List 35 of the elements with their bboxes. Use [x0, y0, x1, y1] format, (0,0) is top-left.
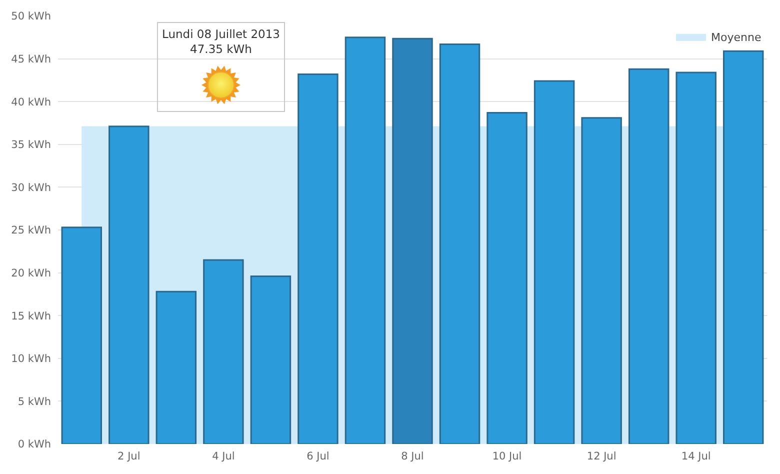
annotation: Lundi 08 Juillet 2013 47.35 kWh [162, 27, 280, 56]
bar [486, 112, 528, 444]
bar [628, 68, 670, 444]
bar [156, 290, 197, 444]
y-tick-label: 0 kWh [18, 438, 51, 451]
y-tick-label: 25 kWh [11, 224, 51, 237]
bar [676, 72, 716, 444]
bar [534, 80, 575, 444]
x-tick-label: 4 Jul [212, 450, 235, 462]
y-tick-label: 15 kWh [11, 310, 51, 322]
legend-label: Moyenne [711, 31, 762, 44]
x-tick-label: 2 Jul [118, 450, 140, 462]
bar [344, 36, 386, 444]
bar [392, 38, 433, 444]
bar [723, 50, 764, 444]
y-tick-label: 20 kWh [11, 267, 51, 280]
bar [298, 73, 338, 444]
x-tick-label: 8 Jul [401, 450, 424, 462]
bar [108, 126, 150, 444]
y-tick-label: 30 kWh [11, 182, 51, 194]
y-tick-label: 50 kWh [11, 10, 51, 23]
bar [250, 275, 292, 444]
y-tick-label: 35 kWh [11, 139, 51, 152]
bar [581, 117, 622, 444]
x-tick-label: 14 Jul [681, 450, 711, 462]
x-tick-label: 10 Jul [492, 450, 522, 462]
bar [61, 226, 102, 444]
x-tick-label: 6 Jul [306, 450, 330, 462]
x-tick-label: 12 Jul [586, 450, 616, 462]
bar [203, 259, 244, 444]
y-tick-label: 10 kWh [11, 353, 51, 366]
y-tick-label: 5 kWh [18, 396, 51, 408]
bar [439, 44, 480, 444]
y-tick-label: 45 kWh [11, 53, 51, 66]
y-tick-label: 40 kWh [11, 96, 51, 108]
